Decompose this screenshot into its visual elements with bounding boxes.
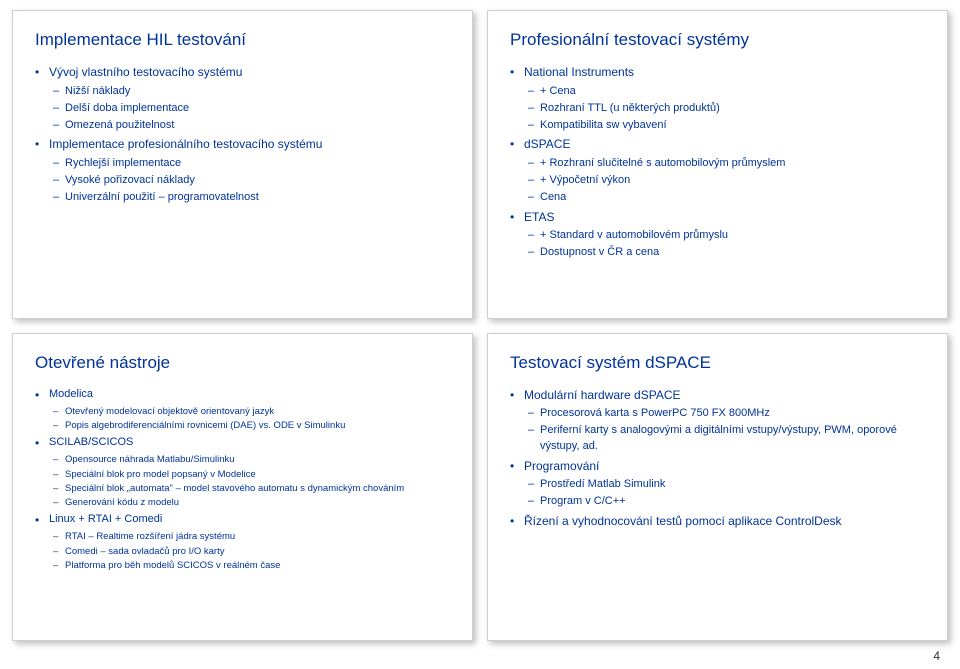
- sub-bullet: Generování kódu z modelu: [53, 496, 450, 509]
- slide-content: Modelica Otevřený modelovací objektově o…: [35, 387, 450, 572]
- sub-bullet: Dostupnost v ČR a cena: [528, 245, 925, 261]
- sub-bullet: + Standard v automobilovém průmyslu: [528, 228, 925, 244]
- sub-bullet: Nižší náklady: [53, 84, 450, 100]
- sub-bullet: Comedi – sada ovladačů pro I/O karty: [53, 545, 450, 558]
- slide-2: Profesionální testovací systémy National…: [487, 10, 948, 319]
- bullet-text: National Instruments: [524, 65, 634, 79]
- bullet-text: dSPACE: [524, 137, 570, 151]
- sub-bullet: Delší doba implementace: [53, 101, 450, 117]
- sub-bullet: Kompatibilita sw vybavení: [528, 118, 925, 134]
- bullet-item: Programování Prostředí Matlab Simulink P…: [510, 458, 925, 510]
- bullet-text: Implementace profesionálního testovacího…: [49, 137, 322, 151]
- bullet-text: ETAS: [524, 210, 554, 224]
- bullet-item: Linux + RTAI + Comedi RTAI – Realtime ro…: [35, 512, 450, 572]
- sub-bullet: RTAI – Realtime rozšíření jádra systému: [53, 530, 450, 543]
- sub-bullet: Rychlejší implementace: [53, 156, 450, 172]
- sub-bullet: Cena: [528, 190, 925, 206]
- bullet-item: Řízení a vyhodnocování testů pomocí apli…: [510, 513, 925, 530]
- sub-bullet: Platforma pro běh modelů SCICOS v reálné…: [53, 559, 450, 572]
- bullet-item: National Instruments + Cena Rozhraní TTL…: [510, 64, 925, 133]
- sub-bullet: Rozhraní TTL (u některých produktů): [528, 101, 925, 117]
- bullet-item: dSPACE + Rozhraní slučitelné s automobil…: [510, 136, 925, 205]
- sub-bullet: + Cena: [528, 84, 925, 100]
- slide-3: Otevřené nástroje Modelica Otevřený mode…: [12, 333, 473, 642]
- bullet-text: Modulární hardware dSPACE: [524, 388, 681, 402]
- bullet-item: Vývoj vlastního testovacího systému Nižš…: [35, 64, 450, 133]
- bullet-text: Linux + RTAI + Comedi: [49, 513, 162, 525]
- bullet-item: Modelica Otevřený modelovací objektově o…: [35, 387, 450, 433]
- sub-bullet: Otevřený modelovací objektově orientovan…: [53, 405, 450, 418]
- bullet-item: ETAS + Standard v automobilovém průmyslu…: [510, 209, 925, 261]
- slide-title: Testovací systém dSPACE: [510, 352, 925, 373]
- page-number: 4: [933, 649, 940, 663]
- sub-bullet: Prostředí Matlab Simulink: [528, 477, 925, 493]
- sub-bullet: Univerzální použití – programovatelnost: [53, 190, 450, 206]
- sub-bullet: + Výpočetní výkon: [528, 173, 925, 189]
- sub-bullet: Popis algebrodiferenciálními rovnicemi (…: [53, 419, 450, 432]
- sub-bullet: Periferní karty s analogovými a digitáln…: [528, 423, 925, 455]
- slide-content: National Instruments + Cena Rozhraní TTL…: [510, 64, 925, 261]
- bullet-item: Implementace profesionálního testovacího…: [35, 136, 450, 205]
- sub-bullet: Opensource náhrada Matlabu/Simulinku: [53, 453, 450, 466]
- bullet-text: Řízení a vyhodnocování testů pomocí apli…: [524, 514, 842, 528]
- sub-bullet: Vysoké pořizovací náklady: [53, 173, 450, 189]
- bullet-text: Modelica: [49, 388, 93, 400]
- sub-bullet: Procesorová karta s PowerPC 750 FX 800MH…: [528, 406, 925, 422]
- sub-bullet: Program v C/C++: [528, 494, 925, 510]
- sub-bullet: Speciální blok „automata" – model stavov…: [53, 482, 450, 495]
- sub-bullet: Speciální blok pro model popsaný v Model…: [53, 468, 450, 481]
- slide-content: Modulární hardware dSPACE Procesorová ka…: [510, 387, 925, 531]
- slide-content: Vývoj vlastního testovacího systému Nižš…: [35, 64, 450, 205]
- slide-4: Testovací systém dSPACE Modulární hardwa…: [487, 333, 948, 642]
- slide-title: Profesionální testovací systémy: [510, 29, 925, 50]
- slide-grid: Implementace HIL testování Vývoj vlastní…: [0, 0, 960, 669]
- bullet-text: Programování: [524, 459, 599, 473]
- sub-bullet: Omezená použitelnost: [53, 118, 450, 134]
- slide-title: Implementace HIL testování: [35, 29, 450, 50]
- slide-1: Implementace HIL testování Vývoj vlastní…: [12, 10, 473, 319]
- bullet-item: Modulární hardware dSPACE Procesorová ka…: [510, 387, 925, 455]
- bullet-text: Vývoj vlastního testovacího systému: [49, 65, 242, 79]
- slide-title: Otevřené nástroje: [35, 352, 450, 373]
- sub-bullet: + Rozhraní slučitelné s automobilovým pr…: [528, 156, 925, 172]
- bullet-item: SCILAB/SCICOS Opensource náhrada Matlabu…: [35, 435, 450, 509]
- bullet-text: SCILAB/SCICOS: [49, 436, 133, 448]
